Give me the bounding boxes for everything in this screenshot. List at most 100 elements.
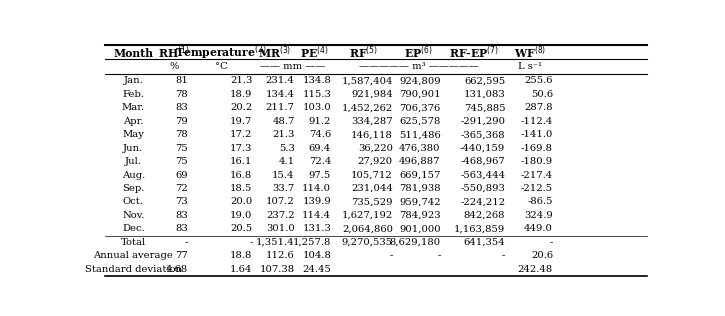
Text: 1,587,404: 1,587,404: [341, 76, 393, 85]
Text: 18.5: 18.5: [230, 184, 252, 193]
Text: 449.0: 449.0: [524, 224, 553, 234]
Text: Total: Total: [121, 238, 146, 247]
Text: 20.5: 20.5: [231, 224, 252, 234]
Text: 1,627,192: 1,627,192: [341, 211, 393, 220]
Text: 924,809: 924,809: [399, 76, 441, 85]
Text: Aug.: Aug.: [122, 171, 145, 179]
Text: RH$^{(1)}$: RH$^{(1)}$: [158, 45, 190, 61]
Text: 19.7: 19.7: [230, 117, 252, 126]
Text: May: May: [123, 130, 144, 139]
Text: 641,354: 641,354: [463, 238, 505, 247]
Text: 134.4: 134.4: [265, 90, 294, 99]
Text: 91.2: 91.2: [309, 117, 331, 126]
Text: 134.8: 134.8: [302, 76, 331, 85]
Text: RF-EP$^{(7)}$: RF-EP$^{(7)}$: [449, 45, 499, 61]
Text: %: %: [170, 62, 179, 71]
Text: -: -: [249, 238, 252, 247]
Text: 1,452,262: 1,452,262: [341, 103, 393, 112]
Text: 17.3: 17.3: [230, 144, 252, 153]
Text: ————— m³ —————: ————— m³ —————: [360, 62, 479, 71]
Text: EP$^{(6)}$: EP$^{(6)}$: [404, 45, 432, 61]
Text: 107.2: 107.2: [266, 198, 294, 206]
Text: 19.0: 19.0: [230, 211, 252, 220]
Text: 77: 77: [175, 251, 188, 260]
Text: Standard deviation: Standard deviation: [85, 265, 182, 274]
Text: 511,486: 511,486: [399, 130, 441, 139]
Text: 105,712: 105,712: [351, 171, 393, 179]
Text: 496,887: 496,887: [399, 157, 441, 166]
Text: 237.2: 237.2: [266, 211, 294, 220]
Text: -: -: [502, 251, 505, 260]
Text: 790,901: 790,901: [399, 90, 441, 99]
Text: Feb.: Feb.: [123, 90, 144, 99]
Text: 5.3: 5.3: [278, 144, 294, 153]
Text: PE$^{(4)}$: PE$^{(4)}$: [299, 45, 328, 61]
Text: 242.48: 242.48: [518, 265, 553, 274]
Text: 103.0: 103.0: [302, 103, 331, 112]
Text: -468,967: -468,967: [460, 157, 505, 166]
Text: -: -: [437, 251, 441, 260]
Text: 115.3: 115.3: [302, 90, 331, 99]
Text: -141.0: -141.0: [521, 130, 553, 139]
Text: -169.8: -169.8: [521, 144, 553, 153]
Text: 17.2: 17.2: [230, 130, 252, 139]
Text: 20.2: 20.2: [231, 103, 252, 112]
Text: Jan.: Jan.: [123, 76, 144, 85]
Text: 959,742: 959,742: [399, 198, 441, 206]
Text: -: -: [184, 238, 188, 247]
Text: 104.8: 104.8: [302, 251, 331, 260]
Text: 73: 73: [175, 198, 188, 206]
Text: 287.8: 287.8: [524, 103, 553, 112]
Text: 334,287: 334,287: [352, 117, 393, 126]
Text: Annual average: Annual average: [94, 251, 173, 260]
Text: 2,064,860: 2,064,860: [342, 224, 393, 234]
Text: Sep.: Sep.: [122, 184, 144, 193]
Text: 1,163,859: 1,163,859: [454, 224, 505, 234]
Text: 669,157: 669,157: [399, 171, 441, 179]
Text: 107.38: 107.38: [260, 265, 294, 274]
Text: 78: 78: [175, 130, 188, 139]
Text: 21.3: 21.3: [230, 76, 252, 85]
Text: 33.7: 33.7: [273, 184, 294, 193]
Text: -112.4: -112.4: [521, 117, 553, 126]
Text: 36,220: 36,220: [358, 144, 393, 153]
Text: 324.9: 324.9: [524, 211, 553, 220]
Text: 1.64: 1.64: [230, 265, 252, 274]
Text: 81: 81: [175, 76, 188, 85]
Text: Jul.: Jul.: [125, 157, 142, 166]
Text: Mar.: Mar.: [122, 103, 145, 112]
Text: 4.1: 4.1: [278, 157, 294, 166]
Text: 75: 75: [175, 157, 188, 166]
Text: Month: Month: [113, 47, 153, 58]
Text: 842,268: 842,268: [464, 211, 505, 220]
Text: 72.4: 72.4: [309, 157, 331, 166]
Text: Dec.: Dec.: [122, 224, 145, 234]
Text: 231.4: 231.4: [265, 76, 294, 85]
Text: -86.5: -86.5: [528, 198, 553, 206]
Text: -563,444: -563,444: [460, 171, 505, 179]
Text: 48.7: 48.7: [272, 117, 294, 126]
Text: Jun.: Jun.: [123, 144, 144, 153]
Text: 78: 78: [175, 90, 188, 99]
Text: -212.5: -212.5: [521, 184, 553, 193]
Text: 112.6: 112.6: [266, 251, 294, 260]
Text: WF$^{(8)}$: WF$^{(8)}$: [514, 45, 547, 61]
Text: 114.0: 114.0: [302, 184, 331, 193]
Text: 16.1: 16.1: [230, 157, 252, 166]
Text: 18.9: 18.9: [230, 90, 252, 99]
Text: 8,629,180: 8,629,180: [389, 238, 441, 247]
Text: 255.6: 255.6: [525, 76, 553, 85]
Text: 20.0: 20.0: [231, 198, 252, 206]
Text: 735,529: 735,529: [352, 198, 393, 206]
Text: -440,159: -440,159: [460, 144, 505, 153]
Text: 16.8: 16.8: [231, 171, 252, 179]
Text: -180.9: -180.9: [521, 157, 553, 166]
Text: 83: 83: [175, 224, 188, 234]
Text: 24.45: 24.45: [302, 265, 331, 274]
Text: -217.4: -217.4: [521, 171, 553, 179]
Text: 476,380: 476,380: [399, 144, 441, 153]
Text: 211.7: 211.7: [265, 103, 294, 112]
Text: 231,044: 231,044: [351, 184, 393, 193]
Text: MR$^{(3)}$: MR$^{(3)}$: [258, 45, 291, 61]
Text: 114.4: 114.4: [302, 211, 331, 220]
